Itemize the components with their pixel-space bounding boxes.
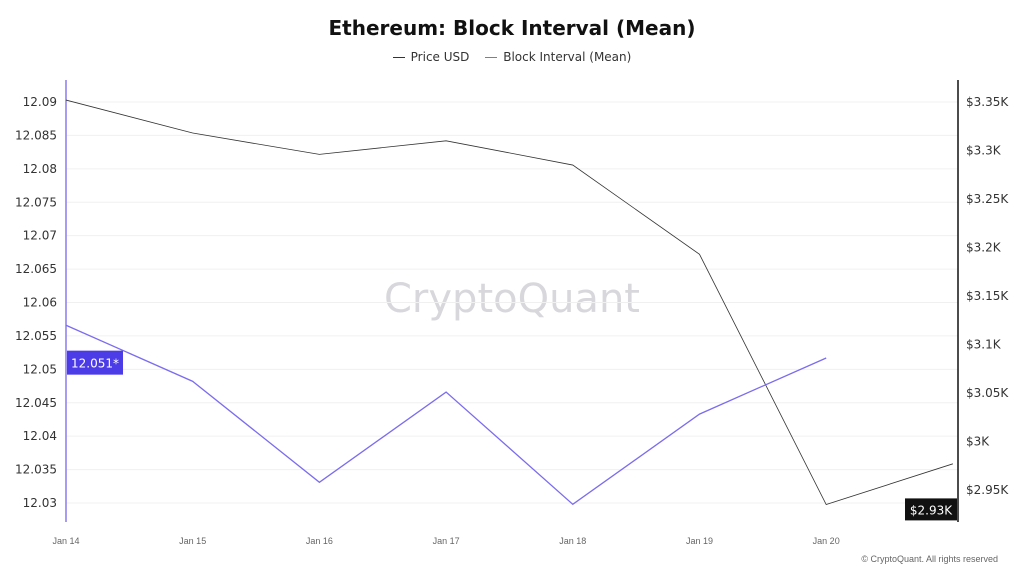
- x-tick-label: Jan 18: [559, 536, 586, 546]
- left-tick-label: 12.05: [23, 362, 57, 376]
- right-tick-label: $2.95K: [966, 483, 1009, 497]
- right-tick-label: $3.35K: [966, 95, 1009, 109]
- right-tick-label: $3.05K: [966, 386, 1009, 400]
- right-tick-label: $3K: [966, 435, 990, 449]
- left-tick-label: 12.055: [15, 329, 57, 343]
- legend-label: Block Interval (Mean): [503, 50, 632, 64]
- current-value-label-right: $2.93K: [910, 503, 953, 517]
- legend: Price USD Block Interval (Mean): [0, 50, 1024, 64]
- right-tick-label: $3.25K: [966, 192, 1009, 206]
- left-tick-label: 12.08: [23, 162, 57, 176]
- left-tick-label: 12.07: [23, 229, 57, 243]
- right-tick-label: $3.15K: [966, 289, 1009, 303]
- legend-item-block-interval[interactable]: Block Interval (Mean): [485, 50, 631, 64]
- left-tick-label: 12.065: [15, 262, 57, 276]
- left-tick-label: 12.09: [23, 95, 57, 109]
- current-value-badge-left: [67, 350, 123, 375]
- series-line-block-interval: [65, 324, 827, 506]
- copyright: © CryptoQuant. All rights reserved: [861, 554, 998, 564]
- x-tick-label: Jan 20: [813, 536, 840, 546]
- x-tick-label: Jan 14: [52, 536, 79, 546]
- x-tick-label: Jan 16: [306, 536, 333, 546]
- left-tick-label: 12.035: [15, 463, 57, 477]
- legend-label: Price USD: [410, 50, 470, 64]
- legend-item-price[interactable]: Price USD: [392, 50, 470, 64]
- right-tick-label: $3.1K: [966, 338, 1002, 352]
- left-tick-label: 12.06: [23, 296, 57, 310]
- right-tick-label: $3.2K: [966, 241, 1002, 255]
- chart-title: Ethereum: Block Interval (Mean): [328, 16, 696, 40]
- right-tick-label: $3.3K: [966, 144, 1002, 158]
- current-value-label-left: 12.051*: [71, 357, 119, 371]
- series-line-price: [65, 99, 954, 506]
- left-tick-label: 12.075: [15, 195, 57, 209]
- current-value-badge-right: [905, 498, 957, 521]
- x-tick-label: Jan 19: [686, 536, 713, 546]
- x-tick-label: Jan 17: [433, 536, 460, 546]
- legend-swatch: [392, 57, 405, 58]
- left-tick-label: 12.085: [15, 128, 57, 142]
- left-tick-label: 12.04: [23, 429, 57, 443]
- legend-swatch: [485, 57, 498, 58]
- left-tick-label: 12.03: [23, 496, 57, 510]
- left-tick-label: 12.045: [15, 396, 57, 410]
- x-tick-label: Jan 15: [179, 536, 206, 546]
- watermark: CryptoQuant: [384, 276, 640, 322]
